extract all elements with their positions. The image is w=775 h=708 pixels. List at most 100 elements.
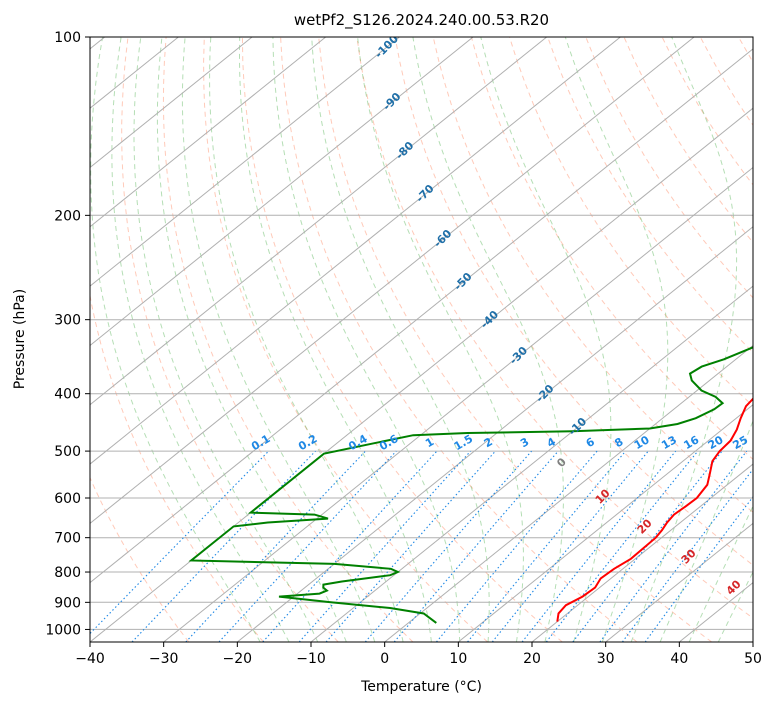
moist-adiabat-line — [90, 37, 261, 642]
x-tick-label: 40 — [670, 651, 688, 667]
mixing-ratio-label: 10 — [632, 433, 652, 452]
x-tick-label: −30 — [149, 651, 179, 667]
isotherm-line — [90, 37, 695, 525]
isotherm-line — [457, 404, 753, 642]
isotherm-line — [163, 166, 753, 642]
isotherm-line — [605, 522, 753, 642]
mixing-ratio-label: 0.4 — [346, 432, 370, 453]
isotherm-line — [90, 37, 400, 287]
x-tick-label: 30 — [597, 651, 615, 667]
moist-adiabat-line — [717, 570, 753, 642]
moist-adiabat-line — [272, 37, 461, 642]
mixing-ratio-label: 13 — [659, 433, 679, 452]
dry-adiabat-line — [162, 37, 414, 642]
mixing-ratio-label: 3 — [518, 435, 531, 450]
temperature-line — [556, 397, 753, 622]
mixing-ratio-line — [572, 450, 723, 642]
dry-adiabat-label: -20 — [533, 382, 556, 405]
y-tick-label: 400 — [54, 387, 81, 403]
mixing-ratio-label: 1.5 — [452, 432, 475, 453]
dry-adiabat-line — [394, 37, 753, 566]
mixing-ratio-line — [621, 468, 753, 642]
moist-adiabat-line — [209, 37, 404, 642]
isotherm-line — [236, 226, 753, 642]
isotherm-line — [0, 37, 31, 642]
dry-adiabat-label: -90 — [380, 90, 403, 113]
moist-adiabat-line — [133, 37, 319, 642]
dry-adiabat-line — [356, 37, 753, 619]
isotherm-line — [90, 107, 753, 642]
plot-frame — [89, 36, 754, 643]
moist-adiabat-label: 30 — [679, 546, 699, 566]
mixing-ratio-line — [325, 450, 496, 642]
isotherm-line — [90, 37, 106, 50]
mixing-ratio-label: 0.1 — [249, 432, 272, 453]
dry-adiabat-line — [90, 476, 190, 642]
mixing-ratio-line — [644, 495, 753, 642]
moist-adiabat-line — [239, 37, 432, 642]
mixing-ratio-label: 8 — [612, 435, 625, 450]
isotherm-line — [384, 344, 753, 642]
mixing-ratio-line — [491, 450, 649, 642]
dry-adiabat-line — [241, 37, 563, 642]
mixing-ratio-line — [298, 450, 472, 642]
background-lines — [0, 37, 753, 642]
x-tick-label: −40 — [75, 651, 105, 667]
mixing-ratio-label: 6 — [584, 435, 597, 450]
dry-adiabat-line — [470, 37, 753, 460]
x-axis-label: Temperature (°C) — [361, 679, 482, 695]
mixing-ratio-line — [599, 450, 748, 642]
moist-adiabat-line — [659, 419, 753, 642]
x-tick-label: 50 — [744, 651, 762, 667]
isotherm-line — [90, 37, 548, 406]
mixing-ratio-line — [521, 450, 677, 642]
dry-adiabat-line — [121, 37, 339, 642]
isotherm-line — [90, 48, 753, 584]
dry-adiabat-line — [203, 37, 488, 642]
dry-adiabat-label: -60 — [431, 227, 454, 250]
y-tick-label: 600 — [54, 491, 81, 507]
isotherm-line — [90, 37, 474, 347]
isotherm-line — [90, 37, 179, 109]
moist-adiabat-line — [311, 37, 490, 642]
dry-adiabat-label: -50 — [451, 270, 474, 293]
dry-adiabat-label: -30 — [507, 344, 530, 367]
moist-adiabat-label: 40 — [724, 577, 744, 597]
isotherm-line — [90, 37, 621, 465]
y-tick-label: 500 — [54, 444, 81, 460]
moist-adiabat-line — [181, 37, 376, 642]
mixing-ratio-line — [467, 450, 627, 642]
line-labels: -100-90-80-70-60-50-40-30-20-100.1 0.2 0.4… — [249, 37, 753, 598]
isotherm-line — [90, 37, 253, 169]
mixing-ratio-label: 2 — [482, 435, 495, 450]
mixing-ratio-line — [131, 450, 316, 642]
y-tick-label: 900 — [54, 595, 81, 611]
axis-ticks: −40 −30 −20 −10 0 10 20 30 40 5010020030040050060… — [45, 30, 762, 667]
x-tick-label: 0 — [380, 651, 389, 667]
mixing-ratio-line — [262, 450, 438, 642]
isotherm-line — [531, 463, 753, 642]
dry-adiabat-line — [623, 37, 753, 243]
mixing-ratio-line — [435, 450, 598, 642]
dry-adiabat-line — [738, 37, 753, 64]
mixing-ratio-line — [185, 450, 366, 642]
mixing-ratio-line — [364, 450, 533, 642]
moist-adiabat-line — [688, 504, 753, 642]
dry-adiabat-line — [432, 37, 753, 513]
moist-adiabat-line — [480, 37, 612, 642]
mixing-ratio-label: 0.2 — [296, 432, 319, 453]
isotherm-line — [752, 641, 753, 642]
x-tick-label: 10 — [449, 651, 467, 667]
dry-adiabat-label: -80 — [393, 139, 416, 162]
mixing-ratio-label: 1 — [423, 435, 436, 450]
dewpoint-line — [188, 346, 753, 624]
moist-adiabat-line — [630, 37, 738, 642]
moist-adiabat-label: 20 — [635, 516, 655, 536]
moist-adiabat-line — [111, 37, 290, 642]
mixing-ratio-label: 0.6 — [377, 432, 401, 453]
isotherm-line — [310, 285, 753, 642]
chart-title: wetPf2_S126.2024.240.00.53.R20 — [293, 11, 550, 29]
dry-adiabat-label: -10 — [566, 415, 589, 438]
isotherm-line — [90, 37, 327, 228]
